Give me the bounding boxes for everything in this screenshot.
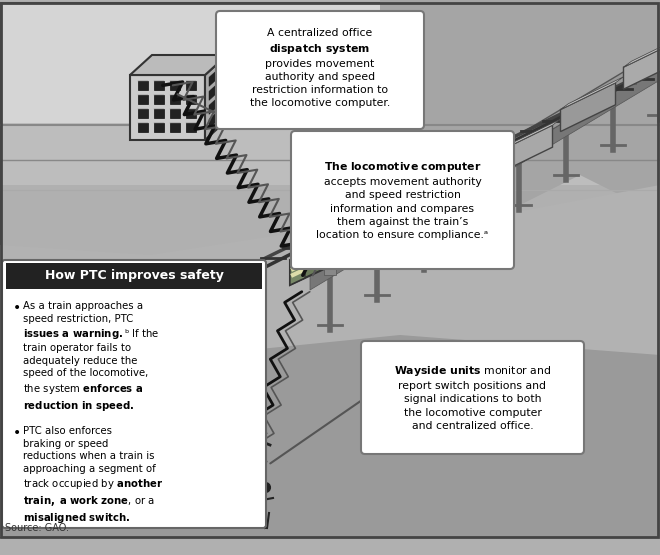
Text: $\bf{Wayside\ units}$ monitor and
report switch positions and
signal indications: $\bf{Wayside\ units}$ monitor and report… [394,365,551,431]
Bar [186,123,196,132]
Polygon shape [130,55,227,75]
Text: A centralized office
$\bf{dispatch\ system}$
provides movement
authority and spe: A centralized office $\bf{dispatch\ syst… [250,28,390,108]
FancyBboxPatch shape [216,11,424,129]
FancyBboxPatch shape [2,260,266,528]
Bar [474,171,486,180]
Bar [534,133,546,142]
Bar [186,95,196,104]
Bar [324,267,336,275]
Bar [170,123,180,132]
Bar [170,81,180,90]
Bar [444,190,456,199]
Bar [154,81,164,90]
Text: •: • [13,301,21,315]
Polygon shape [310,65,660,290]
Polygon shape [290,256,305,285]
Polygon shape [290,222,365,285]
Bar [1,123,658,185]
Bar [138,123,148,132]
Polygon shape [305,216,335,255]
Polygon shape [434,162,498,194]
Polygon shape [560,83,616,132]
FancyBboxPatch shape [291,131,514,269]
Polygon shape [624,41,660,89]
Text: $\bf{The\ locomotive\ computer}$
accepts movement authority
and speed restrictio: $\bf{The\ locomotive\ computer}$ accepts… [316,160,488,240]
Polygon shape [0,335,660,537]
Text: Source: GAO.: Source: GAO. [5,523,69,533]
Polygon shape [209,112,217,128]
Polygon shape [219,75,227,91]
Bar [6,263,262,289]
Polygon shape [209,84,217,100]
Bar [170,95,180,104]
Polygon shape [219,89,227,105]
Bar [414,210,426,218]
Bar [138,81,148,90]
Text: How PTC improves safety: How PTC improves safety [45,270,224,282]
Bar [504,153,516,160]
Bar [594,95,606,103]
Polygon shape [560,77,624,109]
Bar [186,109,196,118]
Bar [654,57,660,65]
Text: As a train approaches a
speed restriction, PTC
$\bf{issues\ a\ warning.}$ᵇ If th: As a train approaches a speed restrictio… [23,301,160,413]
Polygon shape [380,0,660,215]
Bar [186,81,196,90]
Polygon shape [219,103,227,119]
Bar [130,75,205,140]
Text: PTC also enforces
braking or speed
reductions when a train is
approaching a segm: PTC also enforces braking or speed reduc… [23,426,164,525]
Bar [170,109,180,118]
Bar [1,3,658,125]
Bar [154,95,164,104]
Polygon shape [624,34,660,67]
Bar [154,109,164,118]
Polygon shape [498,119,560,152]
Bar [624,76,636,84]
Circle shape [226,411,254,439]
Bar [154,123,164,132]
Polygon shape [205,55,227,140]
Polygon shape [219,61,227,77]
Bar [384,229,396,237]
Polygon shape [434,168,490,216]
Bar [138,109,148,118]
Bar [564,114,576,122]
Polygon shape [0,185,660,537]
Polygon shape [498,125,552,174]
Bar [138,95,148,104]
Polygon shape [310,50,660,275]
Polygon shape [209,98,217,114]
Bar [354,248,366,256]
Text: •: • [13,426,21,440]
Polygon shape [209,70,217,87]
FancyBboxPatch shape [361,341,584,454]
